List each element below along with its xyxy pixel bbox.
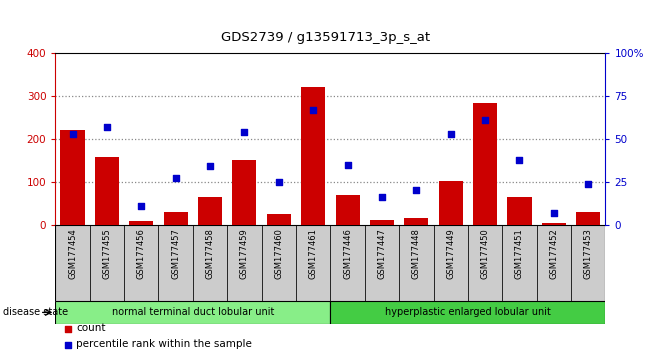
Text: count: count	[76, 323, 105, 333]
Point	[411, 188, 422, 193]
Text: GDS2739 / g13591713_3p_s_at: GDS2739 / g13591713_3p_s_at	[221, 31, 430, 44]
Bar	[198, 197, 222, 225]
Point	[480, 117, 490, 123]
Text: GSM177446: GSM177446	[343, 229, 352, 279]
Bar	[232, 160, 256, 225]
Bar	[158, 225, 193, 301]
Bar	[571, 225, 605, 301]
Text: GSM177456: GSM177456	[137, 229, 146, 279]
Bar	[262, 225, 296, 301]
Bar	[365, 225, 399, 301]
Bar	[95, 158, 119, 225]
Text: hyperplastic enlarged lobular unit: hyperplastic enlarged lobular unit	[385, 307, 551, 318]
Bar	[536, 225, 571, 301]
Bar	[404, 218, 428, 225]
Bar	[227, 225, 262, 301]
Text: GSM177449: GSM177449	[446, 229, 455, 279]
Text: percentile rank within the sample: percentile rank within the sample	[76, 339, 252, 349]
Bar	[163, 212, 187, 225]
Point	[549, 210, 559, 216]
Bar	[399, 225, 434, 301]
Point	[342, 162, 353, 167]
Point	[239, 129, 249, 135]
Text: GSM177461: GSM177461	[309, 229, 318, 279]
Bar	[370, 221, 394, 225]
Bar	[130, 221, 154, 225]
Text: GSM177458: GSM177458	[206, 229, 215, 279]
Bar	[330, 225, 365, 301]
Point	[583, 181, 594, 187]
Point	[308, 107, 318, 113]
Text: GSM177453: GSM177453	[584, 229, 593, 279]
Text: GSM177447: GSM177447	[378, 229, 387, 279]
Point	[205, 164, 215, 169]
Bar	[330, 301, 605, 324]
Bar	[61, 130, 85, 225]
Point	[273, 179, 284, 185]
Bar	[193, 225, 227, 301]
Bar	[507, 197, 531, 225]
Bar	[90, 225, 124, 301]
Text: disease state: disease state	[3, 307, 68, 318]
Bar	[267, 214, 291, 225]
Text: GSM177451: GSM177451	[515, 229, 524, 279]
Text: GSM177450: GSM177450	[480, 229, 490, 279]
Text: normal terminal duct lobular unit: normal terminal duct lobular unit	[112, 307, 274, 318]
Point	[102, 124, 112, 130]
Bar	[335, 195, 359, 225]
Bar	[124, 225, 158, 301]
Bar	[473, 103, 497, 225]
Bar	[301, 87, 326, 225]
Point	[136, 203, 146, 209]
Bar	[468, 225, 503, 301]
Text: GSM177452: GSM177452	[549, 229, 559, 279]
Point	[122, 136, 133, 142]
Point	[122, 281, 133, 287]
Text: GSM177457: GSM177457	[171, 229, 180, 279]
Bar	[542, 223, 566, 225]
Text: GSM177459: GSM177459	[240, 229, 249, 279]
Text: GSM177448: GSM177448	[412, 229, 421, 279]
Point	[514, 157, 525, 162]
Text: GSM177460: GSM177460	[274, 229, 283, 279]
Point	[67, 131, 77, 137]
Bar	[576, 212, 600, 225]
Bar	[434, 225, 468, 301]
Point	[377, 194, 387, 200]
Bar	[55, 225, 90, 301]
Text: GSM177454: GSM177454	[68, 229, 77, 279]
Bar	[55, 301, 330, 324]
Text: GSM177455: GSM177455	[102, 229, 111, 279]
Bar	[439, 181, 463, 225]
Bar	[503, 225, 536, 301]
Point	[171, 176, 181, 181]
Bar	[296, 225, 330, 301]
Point	[445, 131, 456, 137]
